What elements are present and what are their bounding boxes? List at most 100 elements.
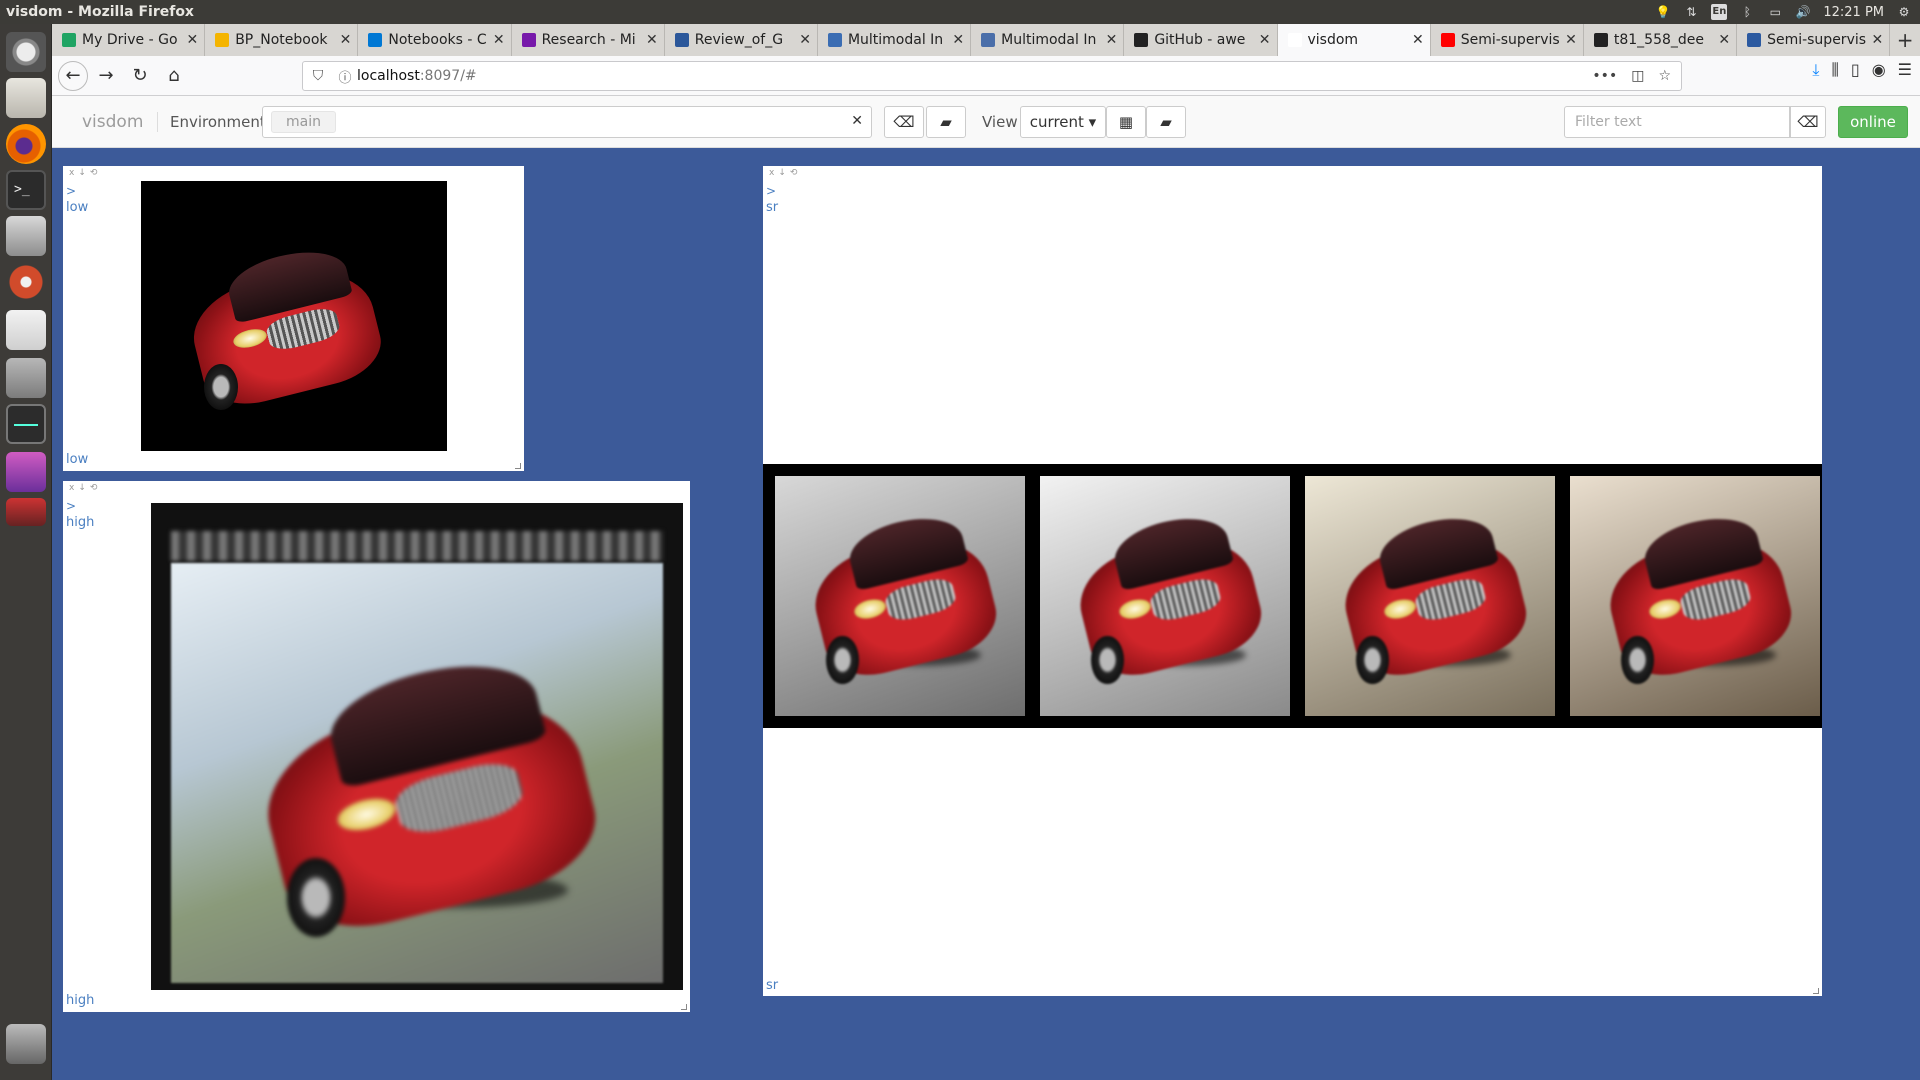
- clear-env-button[interactable]: ⌫: [884, 106, 924, 138]
- low-resolution-image: [141, 181, 447, 451]
- back-button[interactable]: ←: [58, 60, 88, 91]
- browser-tab[interactable]: GitHub - awe ✕: [1124, 24, 1278, 56]
- sr-image-grid: [763, 464, 1822, 728]
- tab-label: My Drive - Go: [82, 32, 178, 48]
- clock[interactable]: 12:21 PM: [1823, 4, 1884, 20]
- settings-icon[interactable]: [6, 262, 46, 302]
- keyboard-layout-indicator[interactable]: En: [1711, 4, 1728, 20]
- tracking-shield-icon[interactable]: ⛉: [312, 68, 324, 84]
- connection-status-button[interactable]: online: [1838, 106, 1908, 138]
- tab-favicon-icon: [1747, 33, 1762, 47]
- download-icon[interactable]: ⤓: [1812, 60, 1820, 79]
- grid-icon: ▦: [1118, 113, 1134, 131]
- pane-high[interactable]: x↓⟲ > high high: [63, 481, 690, 1012]
- sr-image-1: [775, 476, 1025, 716]
- sidebar-icon[interactable]: ▯: [1850, 60, 1860, 79]
- tab-close-icon[interactable]: ✕: [1718, 32, 1731, 48]
- browser-tab[interactable]: visdom ✕: [1277, 24, 1431, 56]
- volume-icon[interactable]: 🔊: [1795, 5, 1811, 19]
- tab-close-icon[interactable]: ✕: [1411, 32, 1424, 48]
- pane-low[interactable]: x↓⟲ > low low: [63, 166, 524, 471]
- dash-home-icon[interactable]: [6, 32, 46, 72]
- page-actions-icon[interactable]: •••: [1592, 68, 1618, 84]
- environment-select[interactable]: main ✕: [262, 106, 872, 138]
- browser-tab[interactable]: My Drive - Go ✕: [52, 24, 206, 56]
- reload-button[interactable]: ↻: [132, 65, 148, 86]
- browser-tab[interactable]: BP_Notebook ✕: [205, 24, 359, 56]
- library-icon[interactable]: ⫼: [1831, 60, 1839, 79]
- filter-text-input[interactable]: [1564, 106, 1790, 138]
- terminal-icon[interactable]: [6, 170, 46, 210]
- repack-button[interactable]: ▦: [1106, 106, 1146, 138]
- browser-tab-bar: My Drive - Go ✕ BP_Notebook ✕ Notebooks - C ✕…: [52, 24, 1920, 56]
- menu-icon[interactable]: ☰: [1897, 60, 1912, 79]
- pane-controls[interactable]: x↓⟲: [769, 168, 802, 178]
- browser-tab[interactable]: Review_of_G ✕: [665, 24, 818, 56]
- pane-controls[interactable]: x↓⟲: [69, 168, 102, 178]
- files-icon[interactable]: [6, 78, 46, 118]
- home-button[interactable]: ⌂: [168, 65, 180, 86]
- pane-sr[interactable]: x↓⟲ > sr sr: [763, 166, 1822, 996]
- firefox-icon[interactable]: [6, 124, 46, 164]
- launcher-dock: [0, 24, 52, 1080]
- tab-close-icon[interactable]: ✕: [1258, 32, 1271, 48]
- tab-close-icon[interactable]: ✕: [799, 32, 811, 48]
- tab-close-icon[interactable]: ✕: [1871, 32, 1884, 48]
- tab-close-icon[interactable]: ✕: [492, 32, 505, 48]
- bluetooth-icon[interactable]: ᛒ: [1743, 5, 1751, 19]
- tab-close-icon[interactable]: ✕: [952, 32, 965, 48]
- calculator-icon[interactable]: [6, 358, 46, 398]
- tab-label: Review_of_G: [694, 32, 784, 48]
- pane-footer: low: [66, 452, 89, 467]
- site-info-icon[interactable]: ⓘ: [338, 70, 352, 86]
- network-icon[interactable]: ⇅: [1686, 5, 1697, 19]
- resize-handle[interactable]: [515, 463, 521, 469]
- trash-icon[interactable]: [6, 1024, 46, 1064]
- resize-handle[interactable]: [681, 1004, 687, 1010]
- manage-views-button[interactable]: ▰: [1146, 106, 1186, 138]
- tab-favicon-icon: [1287, 33, 1302, 47]
- url-bar[interactable]: ⛉ ⓘ localhost:8097/# ••• ◫ ☆: [302, 61, 1682, 91]
- pane-caret[interactable]: >: [66, 499, 77, 513]
- browser-tab[interactable]: Multimodal In ✕: [971, 24, 1125, 56]
- tab-close-icon[interactable]: ✕: [186, 32, 199, 48]
- browser-tab[interactable]: Multimodal In ✕: [818, 24, 972, 56]
- manage-env-button[interactable]: ▰: [926, 106, 966, 138]
- browser-tab[interactable]: Semi-supervis ✕: [1431, 24, 1584, 56]
- bookmark-star-icon[interactable]: ☆: [1658, 68, 1671, 84]
- resize-handle[interactable]: [1813, 988, 1819, 994]
- visdom-brand[interactable]: visdom: [82, 112, 144, 132]
- drive-icon[interactable]: [6, 216, 46, 256]
- small-app-icon[interactable]: [6, 498, 46, 526]
- tab-label: Semi-supervis: [1460, 32, 1560, 48]
- tab-close-icon[interactable]: ✕: [1565, 32, 1577, 48]
- tab-close-icon[interactable]: ✕: [1105, 32, 1118, 48]
- pane-caret[interactable]: >: [766, 184, 777, 198]
- tab-favicon-icon: [674, 33, 689, 47]
- browser-tab[interactable]: Research - Mi ✕: [512, 24, 665, 56]
- window-app-icon[interactable]: [6, 452, 46, 492]
- pane-controls[interactable]: x↓⟲: [69, 483, 102, 493]
- browser-tab[interactable]: Semi-supervis ✕: [1737, 24, 1891, 56]
- browser-tab[interactable]: t81_558_dee ✕: [1584, 24, 1738, 56]
- system-monitor-icon[interactable]: [6, 404, 46, 444]
- view-select[interactable]: current ▾: [1020, 106, 1106, 138]
- url-host: localhost: [357, 68, 420, 84]
- clear-filter-button[interactable]: ⌫: [1790, 106, 1826, 138]
- power-icon[interactable]: ⚙: [1898, 5, 1910, 19]
- lightbulb-icon[interactable]: 💡: [1655, 5, 1671, 19]
- pocket-icon[interactable]: ◫: [1631, 68, 1645, 84]
- view-value: current: [1029, 113, 1084, 131]
- forward-button[interactable]: →: [98, 65, 114, 86]
- text-editor-icon[interactable]: [6, 310, 46, 350]
- pane-caret[interactable]: >: [66, 184, 77, 198]
- browser-tab[interactable]: Notebooks - C ✕: [358, 24, 512, 56]
- battery-icon[interactable]: ▭: [1769, 5, 1782, 19]
- new-tab-button[interactable]: +: [1896, 28, 1914, 52]
- sr-image-4: [1570, 476, 1820, 716]
- tab-close-icon[interactable]: ✕: [646, 32, 658, 48]
- tab-close-icon[interactable]: ✕: [339, 32, 352, 48]
- environment-tag[interactable]: main: [271, 111, 336, 133]
- account-icon[interactable]: ◉: [1871, 60, 1886, 79]
- clear-environment-icon[interactable]: ✕: [851, 113, 863, 129]
